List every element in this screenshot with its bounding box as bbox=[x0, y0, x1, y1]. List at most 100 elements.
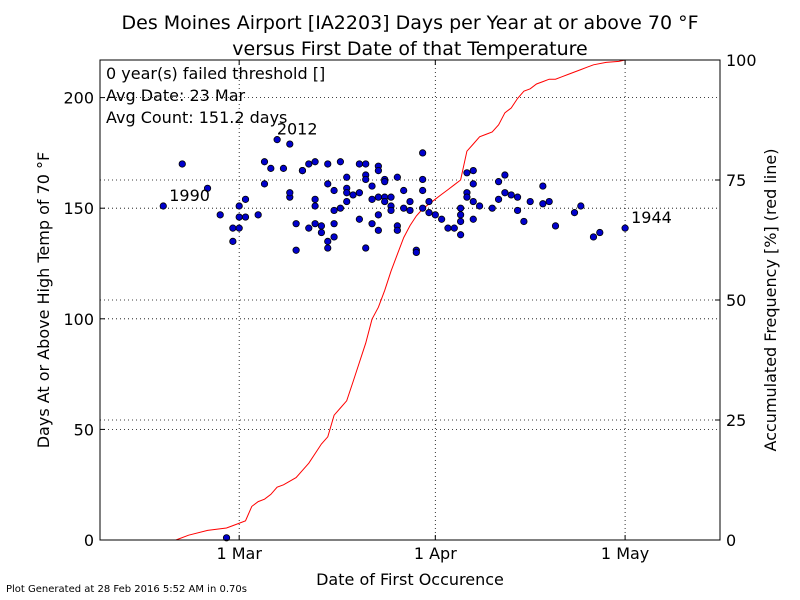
plot-generated-footer: Plot Generated at 28 Feb 2016 5:52 AM in… bbox=[6, 584, 247, 595]
data-point bbox=[229, 224, 237, 232]
data-point bbox=[494, 195, 503, 203]
y2-tick-label: 0 bbox=[726, 531, 736, 550]
data-point bbox=[412, 248, 420, 257]
data-point bbox=[324, 160, 332, 168]
data-point bbox=[260, 158, 269, 166]
data-point bbox=[241, 213, 250, 221]
x-axis-ticks: 1 Mar 1 Apr 1 May bbox=[216, 60, 649, 563]
data-point bbox=[273, 136, 281, 144]
data-point bbox=[469, 215, 477, 223]
year-label-1990: 1990 bbox=[169, 186, 210, 205]
data-point bbox=[513, 193, 522, 201]
y-tick-label: 200 bbox=[63, 89, 94, 108]
data-point bbox=[286, 140, 294, 148]
chart-title-line2: versus First Date of that Temperature bbox=[232, 38, 587, 60]
data-point bbox=[444, 224, 452, 232]
data-point bbox=[311, 202, 319, 210]
data-point bbox=[355, 189, 363, 197]
data-point bbox=[406, 197, 414, 206]
data-point bbox=[330, 233, 338, 241]
x-axis-label: Date of First Occurence bbox=[316, 570, 504, 589]
data-point bbox=[362, 160, 370, 168]
data-point bbox=[488, 204, 496, 212]
data-point bbox=[311, 158, 319, 166]
data-point bbox=[520, 217, 528, 226]
chart-title-line1: Des Moines Airport [IA2203] Days per Yea… bbox=[122, 12, 699, 34]
year-labels: 1990 2012 1944 bbox=[169, 120, 672, 227]
year-label-1944: 1944 bbox=[631, 208, 672, 227]
data-point bbox=[374, 166, 382, 175]
data-point bbox=[330, 206, 338, 215]
data-point bbox=[374, 226, 382, 234]
data-point bbox=[349, 191, 357, 199]
data-point bbox=[343, 173, 351, 181]
y-tick-label: 0 bbox=[84, 531, 94, 550]
data-point bbox=[362, 244, 370, 252]
data-point bbox=[381, 197, 389, 206]
data-point bbox=[279, 164, 288, 172]
data-point bbox=[463, 193, 471, 201]
y2-tick-label: 50 bbox=[726, 291, 746, 310]
data-point bbox=[577, 202, 585, 210]
y2-tick-label: 25 bbox=[726, 411, 746, 430]
data-point bbox=[551, 222, 560, 230]
x-tick-label: 1 Apr bbox=[414, 544, 457, 563]
data-point bbox=[419, 186, 427, 195]
data-point bbox=[229, 237, 237, 245]
data-point bbox=[235, 202, 243, 210]
data-point bbox=[305, 160, 313, 168]
data-point bbox=[317, 222, 326, 230]
data-point bbox=[494, 178, 503, 186]
data-point bbox=[374, 211, 382, 219]
data-point bbox=[469, 197, 477, 206]
x-tick-label: 1 May bbox=[601, 544, 649, 563]
data-point bbox=[431, 211, 439, 219]
y-tick-label: 150 bbox=[63, 199, 94, 218]
data-point bbox=[425, 209, 433, 217]
data-point bbox=[400, 204, 408, 212]
data-point bbox=[419, 175, 427, 184]
data-point bbox=[286, 189, 294, 197]
data-point bbox=[235, 224, 243, 232]
data-point bbox=[235, 213, 243, 221]
y-axis-label: Days At or Above High Temp of 70 °F bbox=[34, 152, 53, 449]
data-point bbox=[457, 204, 465, 212]
data-point bbox=[475, 202, 484, 210]
data-point bbox=[621, 224, 629, 232]
data-point bbox=[260, 180, 269, 188]
data-point bbox=[406, 206, 414, 215]
data-point bbox=[596, 228, 604, 237]
data-point bbox=[381, 178, 389, 186]
annotation-failed: 0 year(s) failed threshold [] bbox=[106, 64, 325, 83]
data-point bbox=[216, 211, 224, 219]
annotation-avg-count: Avg Count: 151.2 days bbox=[106, 108, 287, 127]
data-point bbox=[292, 220, 300, 228]
y2-axis-label: Accumulated Frequency [%] (red line) bbox=[761, 149, 780, 452]
data-point bbox=[267, 164, 275, 172]
data-point bbox=[330, 186, 338, 195]
data-point bbox=[241, 195, 250, 203]
data-point bbox=[539, 182, 547, 190]
data-point bbox=[507, 191, 515, 199]
data-point bbox=[222, 534, 231, 542]
data-point bbox=[419, 149, 427, 157]
grid bbox=[100, 59, 720, 541]
data-point bbox=[368, 220, 376, 228]
data-point bbox=[539, 200, 547, 208]
data-point bbox=[457, 231, 465, 239]
data-point bbox=[457, 217, 465, 226]
data-point bbox=[501, 189, 509, 197]
annotation-avg-date: Avg Date: 23 Mar bbox=[106, 86, 245, 105]
data-point bbox=[570, 209, 579, 217]
data-point bbox=[159, 202, 167, 210]
data-point bbox=[324, 244, 332, 252]
data-point bbox=[425, 197, 433, 206]
data-point bbox=[393, 173, 401, 181]
data-point bbox=[457, 211, 465, 219]
data-point bbox=[343, 189, 351, 197]
data-point bbox=[469, 180, 477, 188]
data-point bbox=[589, 233, 598, 241]
data-point bbox=[292, 246, 300, 254]
y-tick-label: 50 bbox=[74, 420, 94, 439]
